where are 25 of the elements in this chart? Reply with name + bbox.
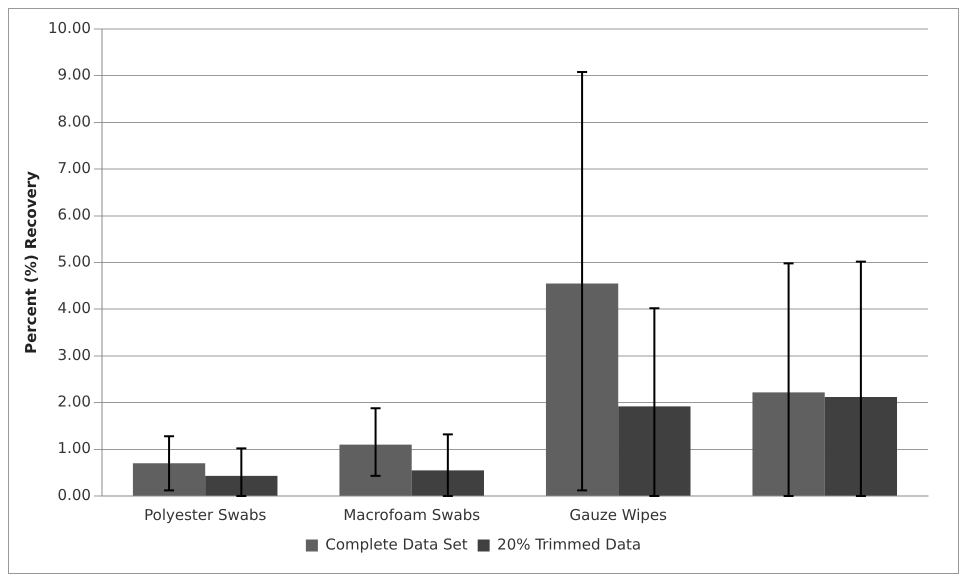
y-tick-label: 1.00 xyxy=(58,439,91,458)
bar xyxy=(205,476,278,496)
y-tick-label: 10.00 xyxy=(48,18,91,37)
x-tick-label: Macrofoam Swabs xyxy=(343,506,480,524)
x-tick-label: Polyester Swabs xyxy=(144,506,266,524)
bar xyxy=(412,470,484,496)
y-tick-label: 8.00 xyxy=(58,112,91,130)
x-tick-label: Gauze Wipes xyxy=(570,506,668,524)
y-tick-label: 0.00 xyxy=(58,486,91,504)
bar xyxy=(132,463,206,496)
y-tick-label: 6.00 xyxy=(58,206,91,224)
bar xyxy=(339,444,412,496)
bar xyxy=(618,406,691,496)
legend-label: 20% Trimmed Data xyxy=(497,535,642,554)
y-tick-label: 2.00 xyxy=(58,392,91,410)
y-axis-title: Percent (%) Recovery xyxy=(22,170,40,354)
y-tick-label: 7.00 xyxy=(58,158,91,177)
y-tick-label: 4.00 xyxy=(58,299,91,318)
y-tick-label: 5.00 xyxy=(58,252,91,270)
bar xyxy=(752,392,825,496)
legend-label: Complete Data Set xyxy=(325,535,468,554)
y-tick-label: 3.00 xyxy=(58,346,91,364)
y-tick-label: 9.00 xyxy=(58,66,91,84)
bar xyxy=(824,396,898,496)
bar xyxy=(546,284,618,496)
